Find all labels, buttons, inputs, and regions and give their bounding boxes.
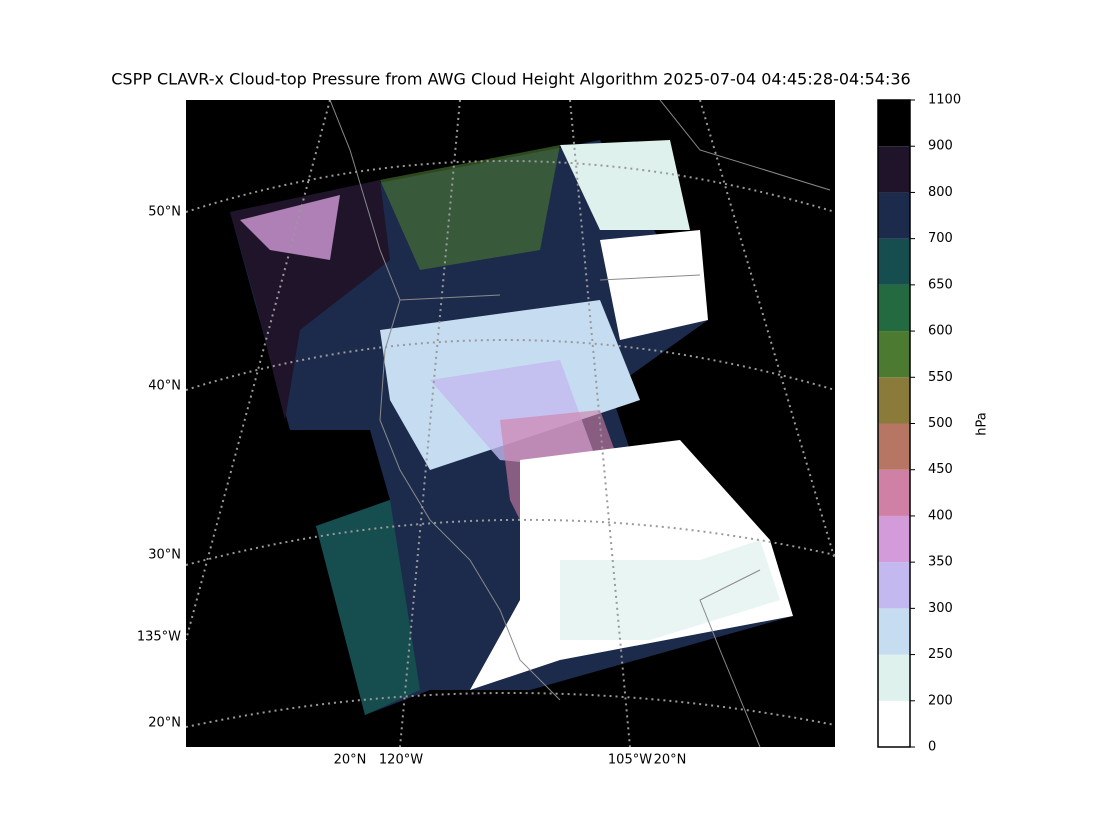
colorbar-segment xyxy=(878,515,910,563)
cloud-region xyxy=(600,230,708,340)
lon-label: 20°N xyxy=(654,753,687,768)
colorbar-segment xyxy=(878,654,910,701)
colorbar-tick-label: 700 xyxy=(928,231,953,246)
cloud-region xyxy=(316,500,420,715)
colorbar-tick-label: 250 xyxy=(928,647,953,662)
colorbar-label: hPa xyxy=(975,412,990,435)
map-panel xyxy=(186,100,835,747)
coastline xyxy=(329,100,831,747)
colorbar-segment xyxy=(878,192,910,239)
colorbar-tick-label: 650 xyxy=(928,277,953,292)
colorbar-tick-label: 600 xyxy=(928,324,953,339)
colorbar-tick-label: 0 xyxy=(928,740,936,755)
colorbar-segment xyxy=(878,469,910,516)
colorbar-tick-label: 200 xyxy=(928,693,953,708)
lat-label: 50°N xyxy=(148,205,181,220)
colorbar-tick-label: 450 xyxy=(928,462,953,477)
cloud-region xyxy=(560,140,690,230)
colorbar-tick-label: 500 xyxy=(928,416,953,431)
colorbar-tick-label: 550 xyxy=(928,370,953,385)
lon-label: 20°N xyxy=(334,753,367,768)
colorbar-segment xyxy=(878,608,910,655)
cloud-region xyxy=(240,195,340,260)
lat-label: 30°N xyxy=(148,548,181,563)
colorbar-segment xyxy=(878,284,910,332)
graticule xyxy=(186,100,835,747)
lon-label: 105°W xyxy=(608,753,652,768)
colorbar-tick-label: 400 xyxy=(928,508,953,523)
colorbar-segment xyxy=(878,146,910,193)
colorbar-segment xyxy=(878,238,910,285)
colorbar-segment xyxy=(878,562,910,609)
colorbar-segment xyxy=(878,700,910,747)
colorbar-tick-label: 1100 xyxy=(928,93,961,108)
colorbar-tick-label: 900 xyxy=(928,139,953,154)
colorbar-segment xyxy=(878,377,910,424)
map-title: CSPP CLAVR-x Cloud-top Pressure from AWG… xyxy=(111,70,910,89)
lat-label: 40°N xyxy=(148,379,181,394)
cloud-region xyxy=(560,540,780,640)
colorbar-tick-label: 800 xyxy=(928,185,953,200)
cloud-region xyxy=(380,145,560,270)
colorbar-tick-label: 350 xyxy=(928,555,953,570)
lat-label: 20°N xyxy=(148,716,181,731)
colorbar-segment xyxy=(878,100,910,147)
colorbar-segment xyxy=(878,423,910,470)
colorbar: hPa xyxy=(975,412,990,435)
lon-label: 120°W xyxy=(379,753,423,768)
colorbar-segment xyxy=(878,331,910,378)
colorbar-tick-label: 300 xyxy=(928,601,953,616)
lat-label: 135°W xyxy=(137,630,181,645)
